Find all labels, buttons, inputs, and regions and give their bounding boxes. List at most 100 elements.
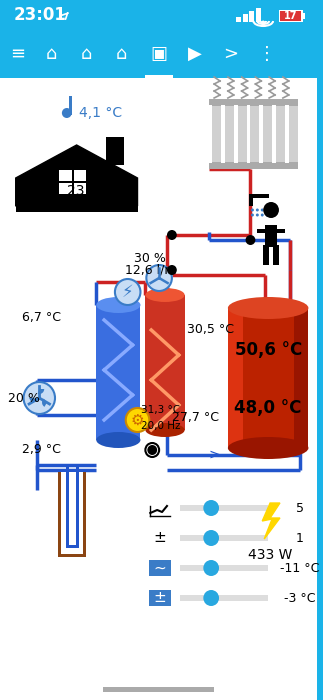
- Bar: [238, 101, 246, 106]
- Bar: [263, 101, 272, 106]
- Text: -11 °C: -11 °C: [280, 561, 319, 575]
- Bar: [294, 308, 308, 448]
- Circle shape: [262, 20, 265, 24]
- Ellipse shape: [96, 297, 141, 313]
- Bar: [238, 101, 246, 167]
- Bar: [249, 194, 269, 198]
- Circle shape: [245, 235, 255, 245]
- Circle shape: [256, 209, 259, 211]
- Text: 12,6 l/m: 12,6 l/m: [125, 263, 176, 276]
- Circle shape: [261, 214, 264, 216]
- Bar: [61, 472, 83, 554]
- Bar: [103, 687, 214, 692]
- Text: 30,5 °C: 30,5 °C: [187, 323, 234, 337]
- Text: 23:01: 23:01: [14, 6, 67, 24]
- Circle shape: [203, 500, 219, 516]
- Bar: [250, 101, 259, 167]
- Bar: [106, 137, 124, 165]
- Ellipse shape: [228, 297, 308, 319]
- Bar: [263, 101, 272, 167]
- Bar: [275, 229, 285, 233]
- Circle shape: [62, 108, 72, 118]
- Text: ⚙: ⚙: [131, 412, 144, 428]
- Bar: [212, 162, 221, 167]
- Bar: [289, 101, 297, 167]
- Bar: [256, 8, 261, 22]
- Text: ±: ±: [154, 591, 166, 606]
- Ellipse shape: [228, 437, 308, 459]
- Text: 48,0 °C: 48,0 °C: [234, 399, 302, 417]
- Bar: [249, 11, 255, 22]
- Text: 30 %: 30 %: [134, 251, 166, 265]
- Bar: [228, 308, 243, 448]
- Bar: [0, 30, 317, 78]
- Ellipse shape: [145, 288, 185, 302]
- Bar: [238, 162, 246, 167]
- Circle shape: [147, 445, 157, 455]
- Bar: [236, 17, 241, 22]
- Bar: [16, 205, 139, 212]
- Bar: [250, 162, 259, 167]
- Bar: [149, 590, 171, 606]
- Text: 1: 1: [296, 531, 304, 545]
- Bar: [72, 170, 74, 194]
- Ellipse shape: [96, 432, 141, 448]
- Bar: [225, 162, 234, 167]
- Text: ⌂: ⌂: [116, 45, 128, 63]
- Circle shape: [251, 214, 254, 216]
- Bar: [0, 78, 317, 700]
- Bar: [212, 101, 221, 106]
- Polygon shape: [16, 145, 138, 206]
- Bar: [303, 13, 306, 19]
- Bar: [180, 505, 268, 511]
- Text: ⌂: ⌂: [46, 45, 57, 63]
- Text: 31,3 °C: 31,3 °C: [141, 405, 181, 415]
- Text: 17: 17: [284, 11, 297, 21]
- Circle shape: [256, 214, 259, 216]
- Bar: [289, 101, 297, 106]
- Bar: [276, 162, 285, 167]
- Bar: [76, 467, 78, 547]
- Bar: [250, 101, 259, 106]
- Circle shape: [167, 265, 177, 275]
- Bar: [289, 162, 297, 167]
- Circle shape: [266, 214, 269, 216]
- Bar: [273, 245, 279, 265]
- Bar: [180, 595, 268, 601]
- Text: ⌂: ⌂: [81, 45, 92, 63]
- Wedge shape: [37, 389, 44, 394]
- Text: ⋮: ⋮: [258, 45, 276, 63]
- Bar: [96, 305, 141, 440]
- Bar: [228, 308, 308, 448]
- Text: 433 W: 433 W: [248, 548, 292, 562]
- Circle shape: [203, 590, 219, 606]
- Text: ±: ±: [154, 531, 166, 545]
- Circle shape: [126, 408, 149, 432]
- Bar: [87, 180, 106, 206]
- Polygon shape: [262, 503, 280, 539]
- Wedge shape: [29, 398, 36, 402]
- Bar: [276, 101, 285, 167]
- Bar: [249, 194, 254, 206]
- Ellipse shape: [145, 423, 185, 437]
- Circle shape: [266, 209, 269, 211]
- Bar: [58, 551, 87, 557]
- Text: ⚡: ⚡: [122, 283, 133, 301]
- Text: 20,0 Hz: 20,0 Hz: [141, 421, 181, 431]
- Circle shape: [203, 560, 219, 576]
- Bar: [265, 225, 277, 247]
- Bar: [0, 0, 317, 30]
- Text: 27,7 °C: 27,7 °C: [172, 412, 219, 424]
- Circle shape: [169, 267, 175, 273]
- Bar: [225, 101, 234, 167]
- Text: ~: ~: [154, 561, 166, 575]
- Bar: [212, 101, 221, 167]
- Bar: [149, 560, 171, 576]
- Bar: [145, 75, 173, 78]
- Text: 20 %: 20 %: [8, 391, 40, 405]
- Bar: [80, 472, 87, 557]
- Bar: [209, 99, 297, 105]
- Circle shape: [203, 530, 219, 546]
- Bar: [243, 14, 247, 22]
- Bar: [263, 162, 272, 167]
